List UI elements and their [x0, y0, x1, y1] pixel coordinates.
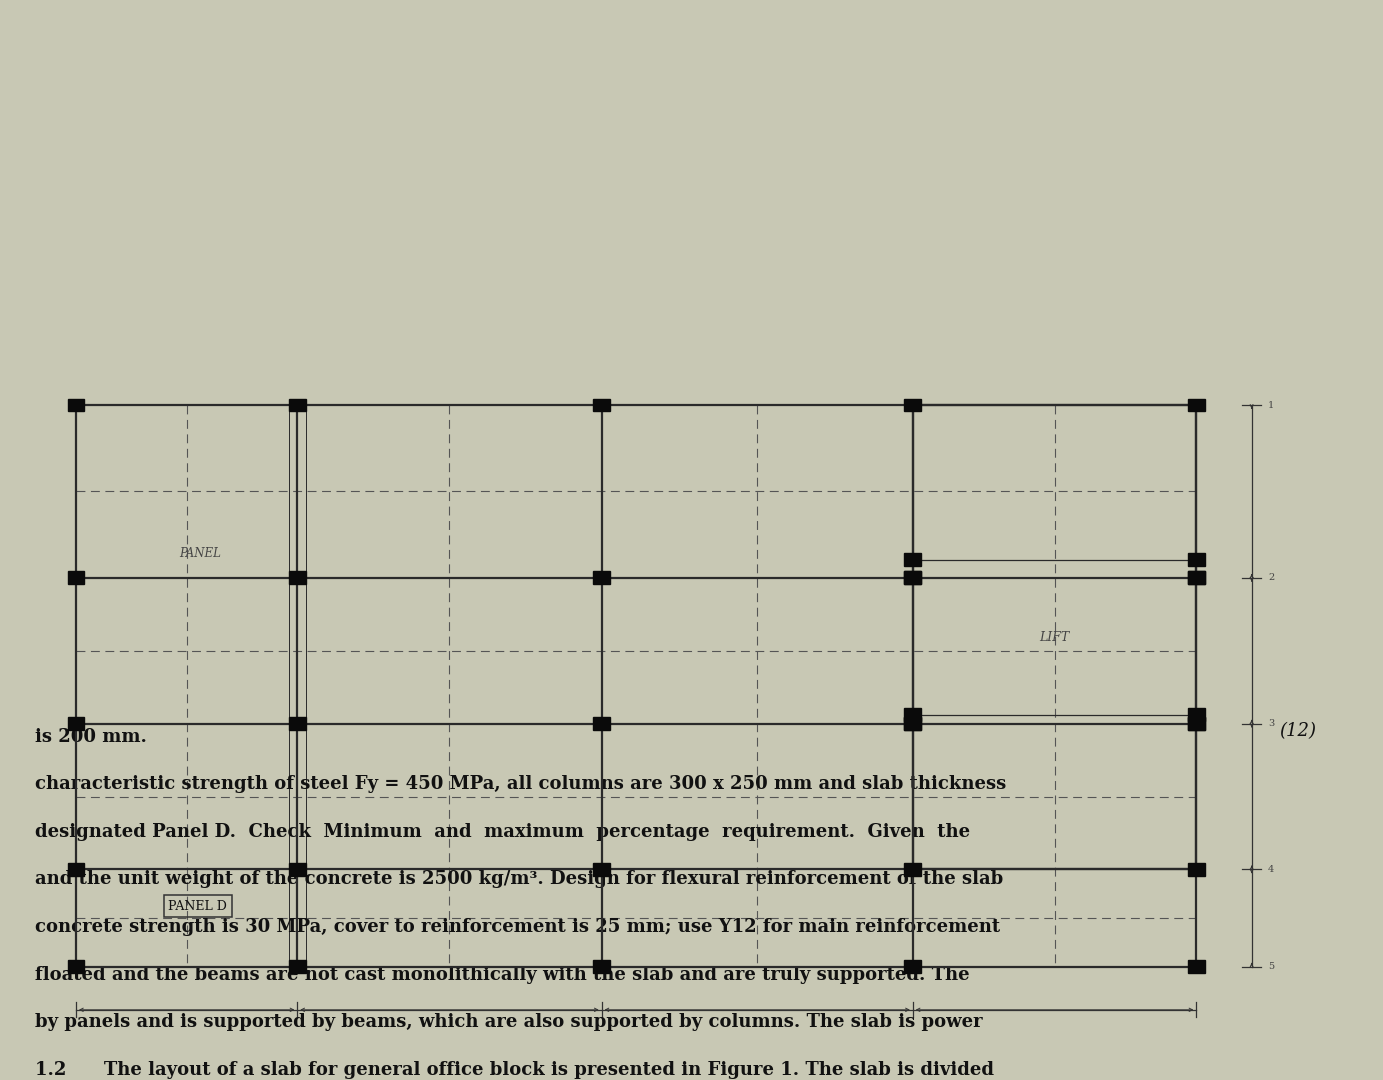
Text: LIFT: LIFT: [1040, 631, 1069, 644]
Text: by panels and is supported by beams, which are also supported by columns. The sl: by panels and is supported by beams, whi…: [35, 1013, 982, 1031]
Bar: [904, 863, 921, 876]
Text: is 200 mm.: is 200 mm.: [35, 728, 147, 746]
Bar: [289, 399, 306, 411]
Bar: [904, 708, 921, 721]
Text: and the unit weight of the concrete is 2500 kg/m³. Design for flexural reinforce: and the unit weight of the concrete is 2…: [35, 870, 1003, 889]
Bar: [68, 717, 84, 730]
Bar: [1188, 571, 1205, 584]
Bar: [904, 571, 921, 584]
Text: 3: 3: [1268, 719, 1275, 728]
Text: characteristic strength of steel Fy = 450 MPa, all columns are 300 x 250 mm and : characteristic strength of steel Fy = 45…: [35, 775, 1005, 794]
Bar: [904, 717, 921, 730]
Bar: [1188, 960, 1205, 973]
Text: 1.2      The layout of a slab for general office block is presented in Figure 1.: 1.2 The layout of a slab for general off…: [35, 1061, 993, 1079]
Text: concrete strength is 30 MPa, cover to reinforcement is 25 mm; use Y12 for main r: concrete strength is 30 MPa, cover to re…: [35, 918, 1000, 936]
Bar: [904, 960, 921, 973]
Text: 2: 2: [1268, 573, 1275, 582]
Text: designated Panel D.  Check  Minimum  and  maximum  percentage  requirement.  Giv: designated Panel D. Check Minimum and ma…: [35, 823, 969, 841]
Bar: [68, 863, 84, 876]
Bar: [68, 960, 84, 973]
Text: floated and the beams are not cast monolithically with the slab and are truly su: floated and the beams are not cast monol…: [35, 966, 969, 984]
Bar: [904, 399, 921, 411]
Text: PANEL: PANEL: [180, 546, 221, 561]
Bar: [904, 717, 921, 730]
Bar: [593, 571, 610, 584]
Bar: [289, 863, 306, 876]
Bar: [289, 571, 306, 584]
Bar: [593, 399, 610, 411]
Bar: [1188, 717, 1205, 730]
Text: 1: 1: [1268, 401, 1275, 409]
Bar: [1188, 708, 1205, 721]
Text: 5: 5: [1268, 962, 1274, 971]
Bar: [593, 863, 610, 876]
Bar: [904, 553, 921, 566]
Bar: [1188, 399, 1205, 411]
Bar: [1188, 571, 1205, 584]
Bar: [593, 717, 610, 730]
Bar: [289, 960, 306, 973]
Bar: [68, 399, 84, 411]
Bar: [904, 571, 921, 584]
Bar: [289, 717, 306, 730]
Bar: [1188, 717, 1205, 730]
Bar: [68, 571, 84, 584]
Text: 4: 4: [1268, 865, 1275, 874]
Bar: [1188, 863, 1205, 876]
Text: PANEL D: PANEL D: [169, 900, 227, 913]
Text: (12): (12): [1279, 723, 1317, 741]
Bar: [593, 960, 610, 973]
Bar: [1188, 553, 1205, 566]
